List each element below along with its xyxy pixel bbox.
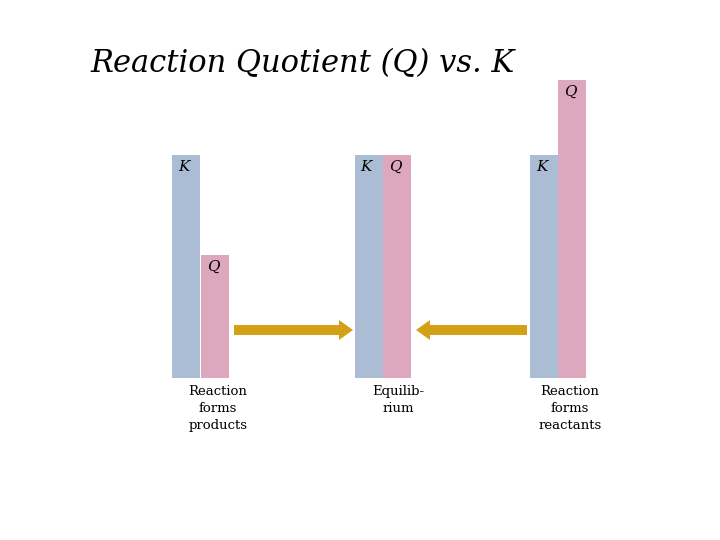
FancyArrow shape: [416, 320, 527, 340]
Text: Q: Q: [389, 160, 402, 174]
Bar: [355, 155, 383, 378]
Bar: [383, 155, 411, 378]
Text: Q: Q: [207, 260, 220, 274]
Text: Reaction
forms
products: Reaction forms products: [189, 385, 248, 432]
Text: K: K: [178, 160, 189, 174]
Text: Reaction
forms
reactants: Reaction forms reactants: [539, 385, 602, 432]
FancyArrow shape: [234, 320, 353, 340]
Text: Q: Q: [564, 85, 577, 99]
Bar: [201, 255, 229, 378]
Text: K: K: [536, 160, 547, 174]
Text: Reaction Quotient (Q) vs. K: Reaction Quotient (Q) vs. K: [90, 48, 515, 79]
Text: Equilib-
rium: Equilib- rium: [372, 385, 424, 415]
Bar: [530, 155, 558, 378]
Text: K: K: [360, 160, 372, 174]
Bar: [558, 80, 586, 378]
Bar: [172, 155, 200, 378]
